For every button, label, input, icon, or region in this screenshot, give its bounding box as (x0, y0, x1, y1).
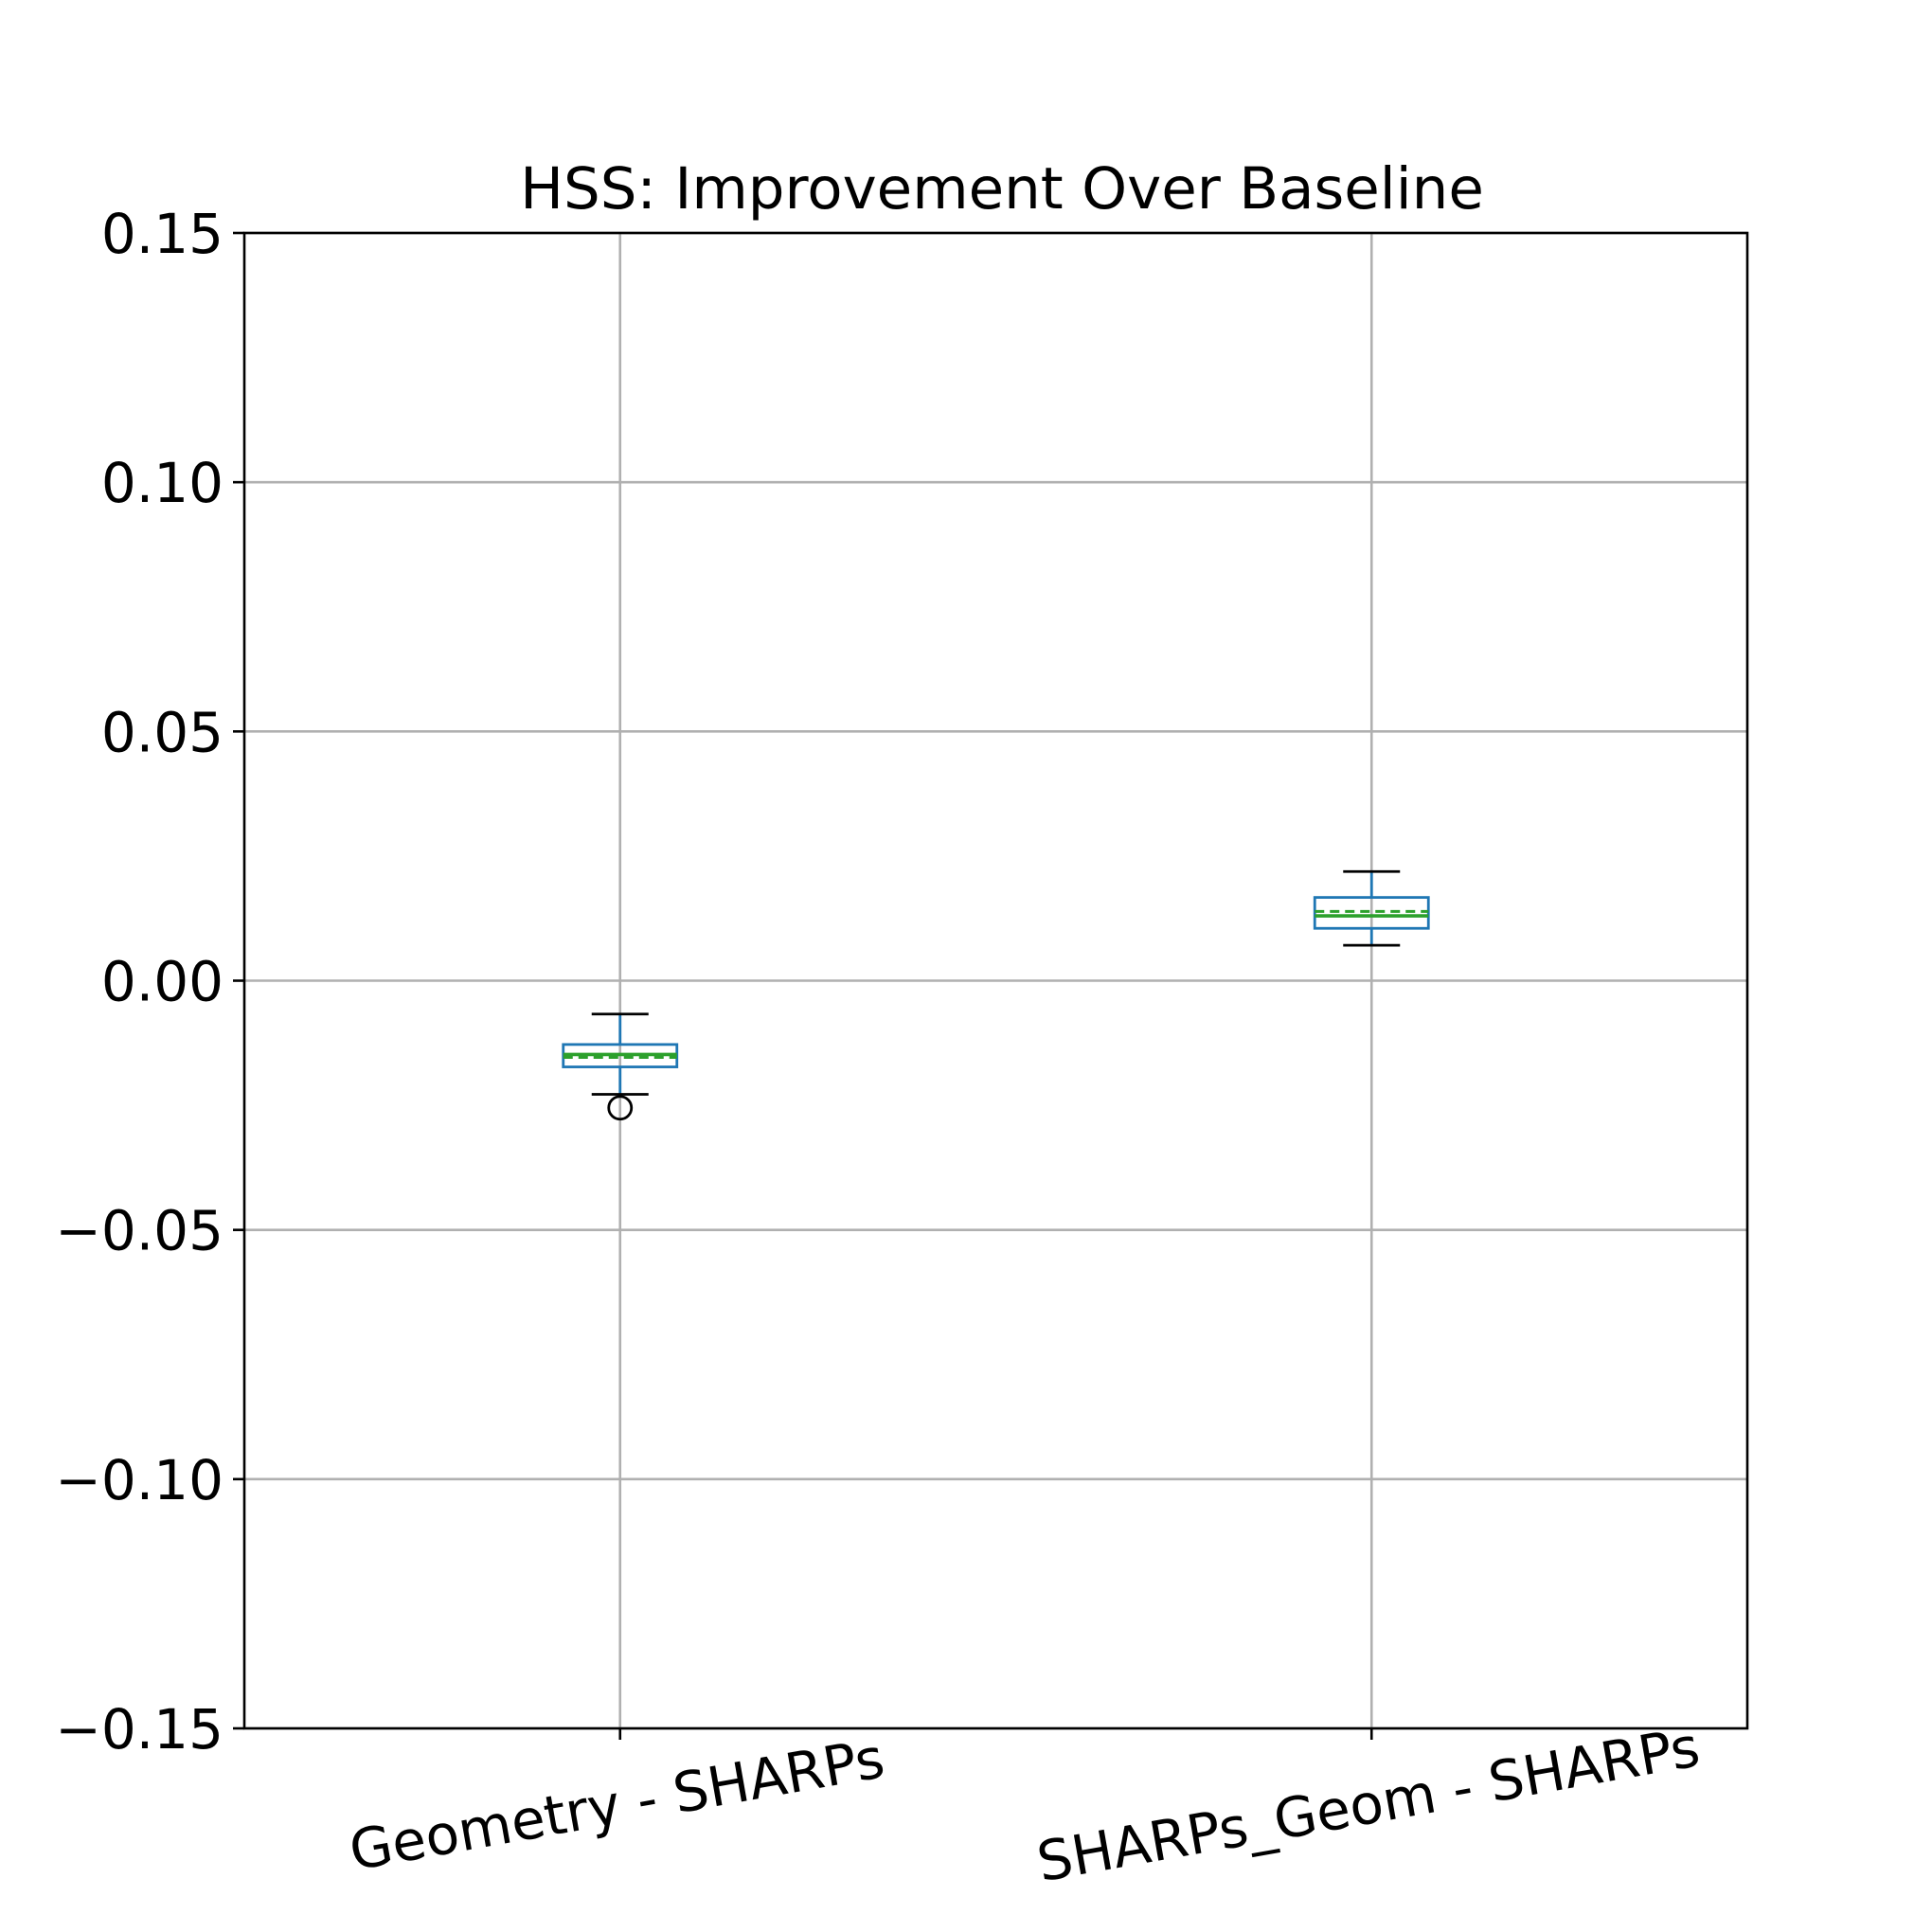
y-tick-label: 0.15 (101, 202, 224, 266)
x-category-label: SHARPs_Geom - SHARPs (1032, 1714, 1705, 1894)
box-2 (1313, 869, 1430, 947)
box-1 (562, 1012, 679, 1121)
y-tick-label: −0.10 (55, 1448, 224, 1512)
iqr-box (1313, 896, 1430, 930)
y-tick-label: 0.05 (101, 700, 224, 764)
outlier-point (607, 1095, 634, 1121)
y-axis-ticks: −0.15 −0.10 −0.05 0.00 0.05 0.10 0.15 (55, 202, 244, 1762)
x-axis-ticks: Geometry - SHARPs SHARPs_Geom - SHARPs (345, 1714, 1705, 1894)
y-tick-label: −0.05 (55, 1199, 224, 1263)
boxes (562, 869, 1430, 1121)
y-tick-label: 0.10 (101, 451, 224, 515)
grid (244, 231, 1747, 1730)
chart-title: HSS: Improvement Over Baseline (520, 155, 1484, 223)
x-category-label: Geometry - SHARPs (345, 1726, 889, 1883)
y-tick-label: −0.15 (55, 1697, 224, 1762)
y-tick-label: 0.00 (101, 950, 224, 1014)
